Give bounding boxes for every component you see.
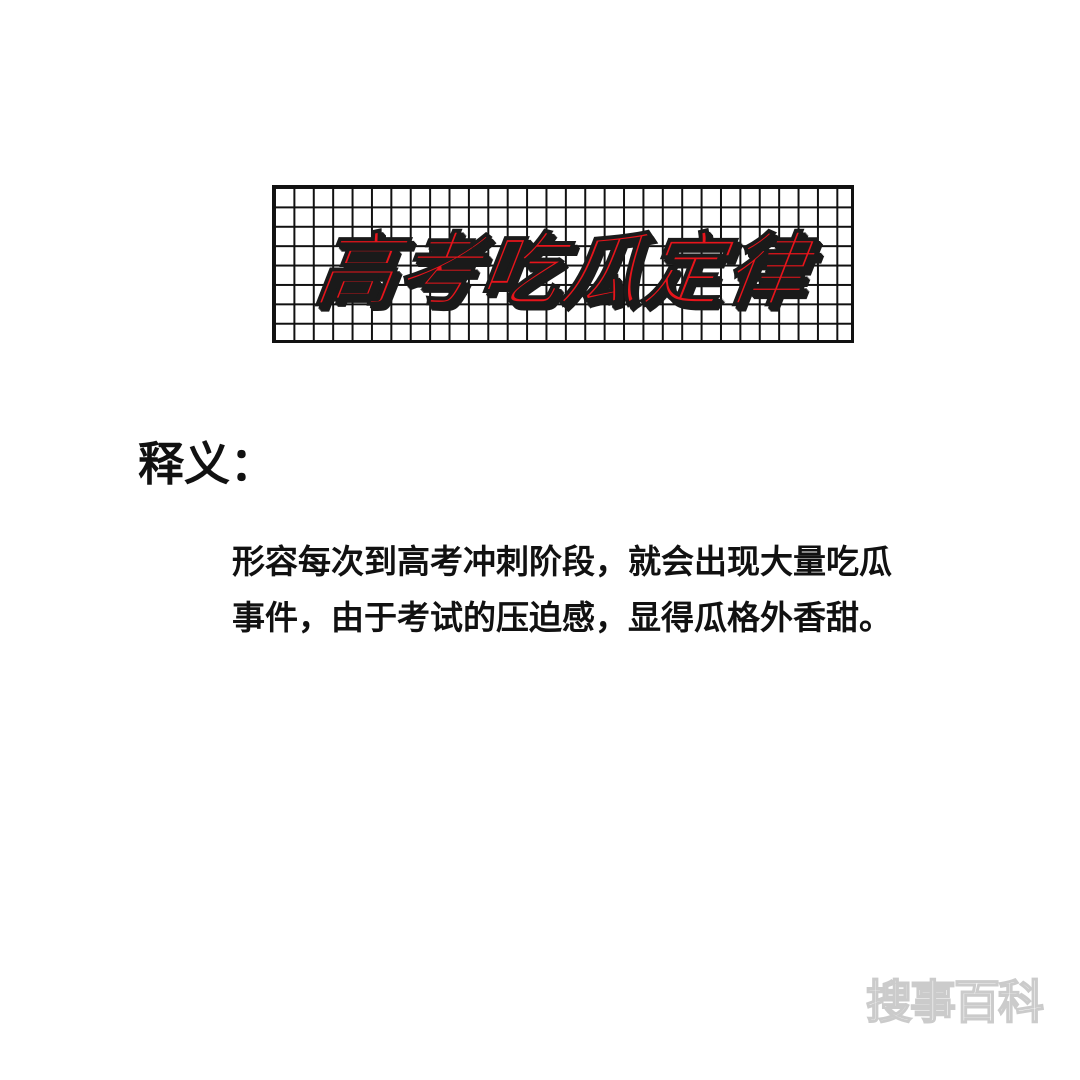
- title-grid-box: 高考吃瓜定律: [272, 185, 854, 343]
- section-heading-definition: 释义：: [138, 437, 276, 491]
- definition-line-2: 事件，由于考试的压迫感，显得瓜格外香甜。: [232, 598, 892, 637]
- definition-text: 形容每次到高考冲刺阶段，就会出现大量吃瓜 事件，由于考试的压迫感，显得瓜格外香甜…: [232, 534, 1032, 646]
- page-title: 高考吃瓜定律: [309, 223, 816, 318]
- watermark-logo: 搜事百科: [865, 974, 1045, 1030]
- definition-line-1: 形容每次到高考冲刺阶段，就会出现大量吃瓜: [232, 542, 892, 581]
